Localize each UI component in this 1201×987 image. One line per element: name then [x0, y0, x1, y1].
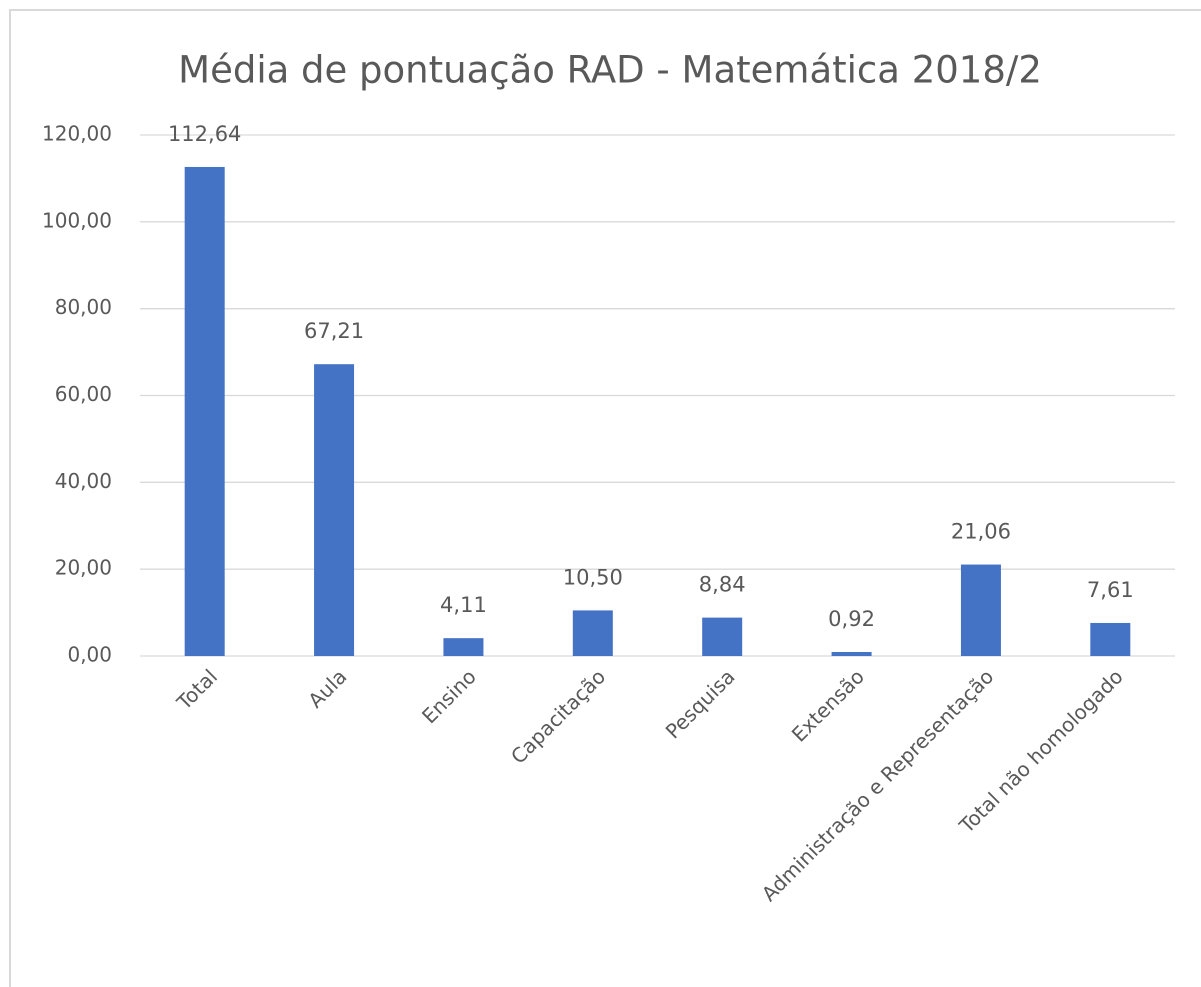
bar	[314, 364, 355, 656]
y-tick-label: 60,00	[55, 382, 112, 406]
bar	[1090, 622, 1131, 656]
value-label: 21,06	[951, 520, 1011, 544]
bar	[572, 610, 613, 656]
y-tick-label: 120,00	[42, 122, 112, 146]
bar	[443, 638, 484, 656]
value-label: 8,84	[699, 573, 746, 597]
value-label: 67,21	[304, 319, 364, 343]
value-label: 4,11	[440, 593, 487, 617]
y-tick-label: 20,00	[55, 556, 112, 580]
value-label: 10,50	[563, 565, 623, 589]
bar	[831, 652, 872, 656]
y-tick-label: 0,00	[67, 643, 112, 667]
y-tick-label: 40,00	[55, 469, 112, 493]
y-tick-label: 100,00	[42, 208, 112, 232]
y-tick-label: 80,00	[55, 295, 112, 319]
bar	[702, 617, 743, 656]
value-label: 112,64	[168, 122, 241, 146]
chart-title: Média de pontuação RAD - Matemática 2018…	[178, 49, 1042, 92]
bar	[960, 564, 1001, 656]
value-label: 0,92	[828, 607, 875, 631]
value-label: 7,61	[1087, 578, 1134, 602]
bar	[184, 166, 225, 657]
